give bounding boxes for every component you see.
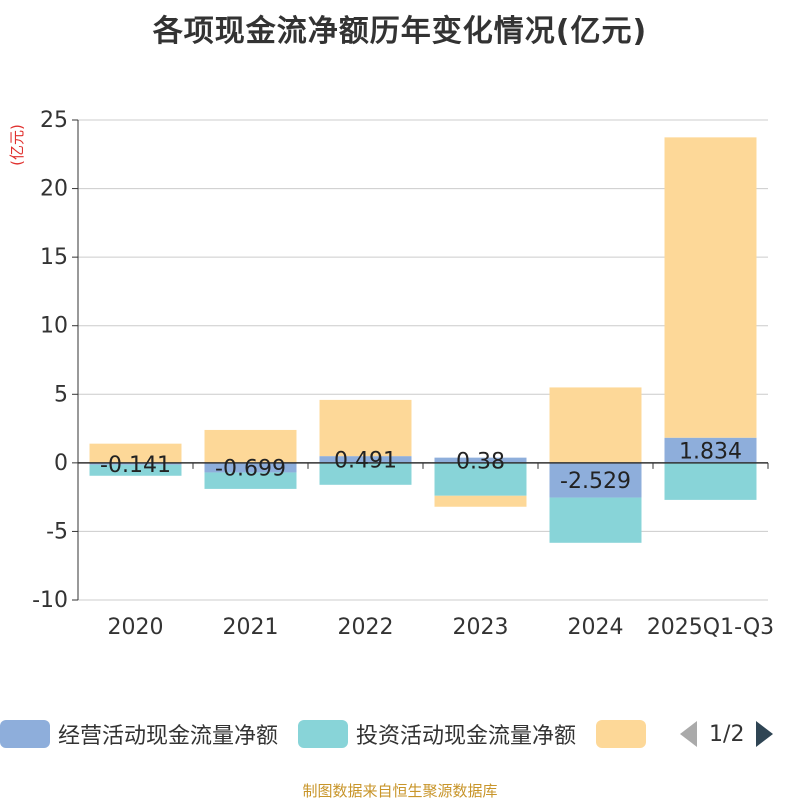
x-tick-label: 2022	[338, 615, 394, 640]
data-label: 0.38	[456, 449, 505, 474]
bar-series3-2024[interactable]	[549, 387, 642, 463]
bar-series2-2023[interactable]	[434, 462, 527, 496]
y-tick-label: 25	[40, 108, 68, 133]
x-tick-label: 2020	[108, 615, 164, 640]
y-axis-label: (亿元)	[8, 124, 26, 166]
y-tick-label: 15	[40, 245, 68, 270]
legend-next-icon[interactable]	[756, 721, 774, 747]
bar-series3-2025Q1-Q3[interactable]	[664, 137, 757, 438]
x-tick-label: 2023	[453, 615, 509, 640]
bar-series3-2023[interactable]	[434, 495, 527, 507]
bar-series1-2022[interactable]	[319, 456, 412, 463]
bar-series1-2025Q1-Q3[interactable]	[664, 437, 757, 463]
bar-series2-2022[interactable]	[319, 462, 412, 485]
y-tick-label: 20	[40, 177, 68, 202]
legend-swatch-financing	[596, 720, 647, 748]
data-label: 1.834	[679, 439, 742, 464]
y-tick-label: 0	[54, 451, 68, 476]
bar-series2-2025Q1-Q3[interactable]	[664, 462, 757, 500]
x-tick-label: 2024	[568, 615, 624, 640]
bar-series3-2021[interactable]	[204, 429, 297, 463]
y-tick-label: -10	[32, 588, 68, 613]
y-tick-label: 10	[40, 314, 68, 339]
legend-item-operating[interactable]: 经营活动现金流量净额	[0, 718, 278, 750]
bar-series1-2021[interactable]	[204, 462, 297, 473]
y-tick-label: 5	[54, 382, 68, 407]
legend-label-operating: 经营活动现金流量净额	[58, 724, 279, 749]
legend-item-investing[interactable]: 投资活动现金流量净额	[298, 718, 576, 750]
data-label: -0.141	[100, 453, 171, 478]
legend-pager: 1/2	[674, 721, 774, 747]
legend-prev-icon[interactable]	[680, 721, 698, 747]
source-footer: 制图数据来自恒生聚源数据库	[302, 782, 498, 800]
y-tick-label: -5	[46, 519, 68, 544]
legend-label-investing: 投资活动现金流量净额	[356, 724, 577, 749]
data-label: -0.699	[215, 457, 286, 482]
bar-series3-2020[interactable]	[89, 443, 182, 463]
chart-plot: 25 20 15 10 5 0 -5 -10 2020 2021 2022 2023 2024 2025…	[8, 108, 774, 640]
bar-series2-2024[interactable]	[549, 497, 642, 543]
bar-series3-2022[interactable]	[319, 399, 412, 457]
bar-series1-2020[interactable]	[89, 462, 182, 465]
chart-title: 各项现金流净额历年变化情况(亿元)	[152, 14, 648, 49]
bar-series1-2024[interactable]	[549, 462, 642, 498]
x-tick-label: 2021	[223, 615, 279, 640]
bar-series2-2021[interactable]	[204, 472, 297, 489]
x-tick-label: 2025Q1-Q3	[647, 615, 774, 640]
legend: 经营活动现金流量净额 投资活动现金流量净额 1/2	[0, 714, 774, 754]
legend-swatch-operating	[0, 720, 50, 748]
legend-page-indicator: 1/2	[709, 721, 745, 747]
bar-series2-2020[interactable]	[89, 464, 182, 476]
legend-item-financing[interactable]	[596, 720, 654, 748]
bar-series1-2023[interactable]	[434, 457, 527, 463]
data-label: 0.491	[334, 448, 397, 473]
data-label: -2.529	[560, 469, 631, 494]
legend-swatch-investing	[298, 720, 349, 748]
